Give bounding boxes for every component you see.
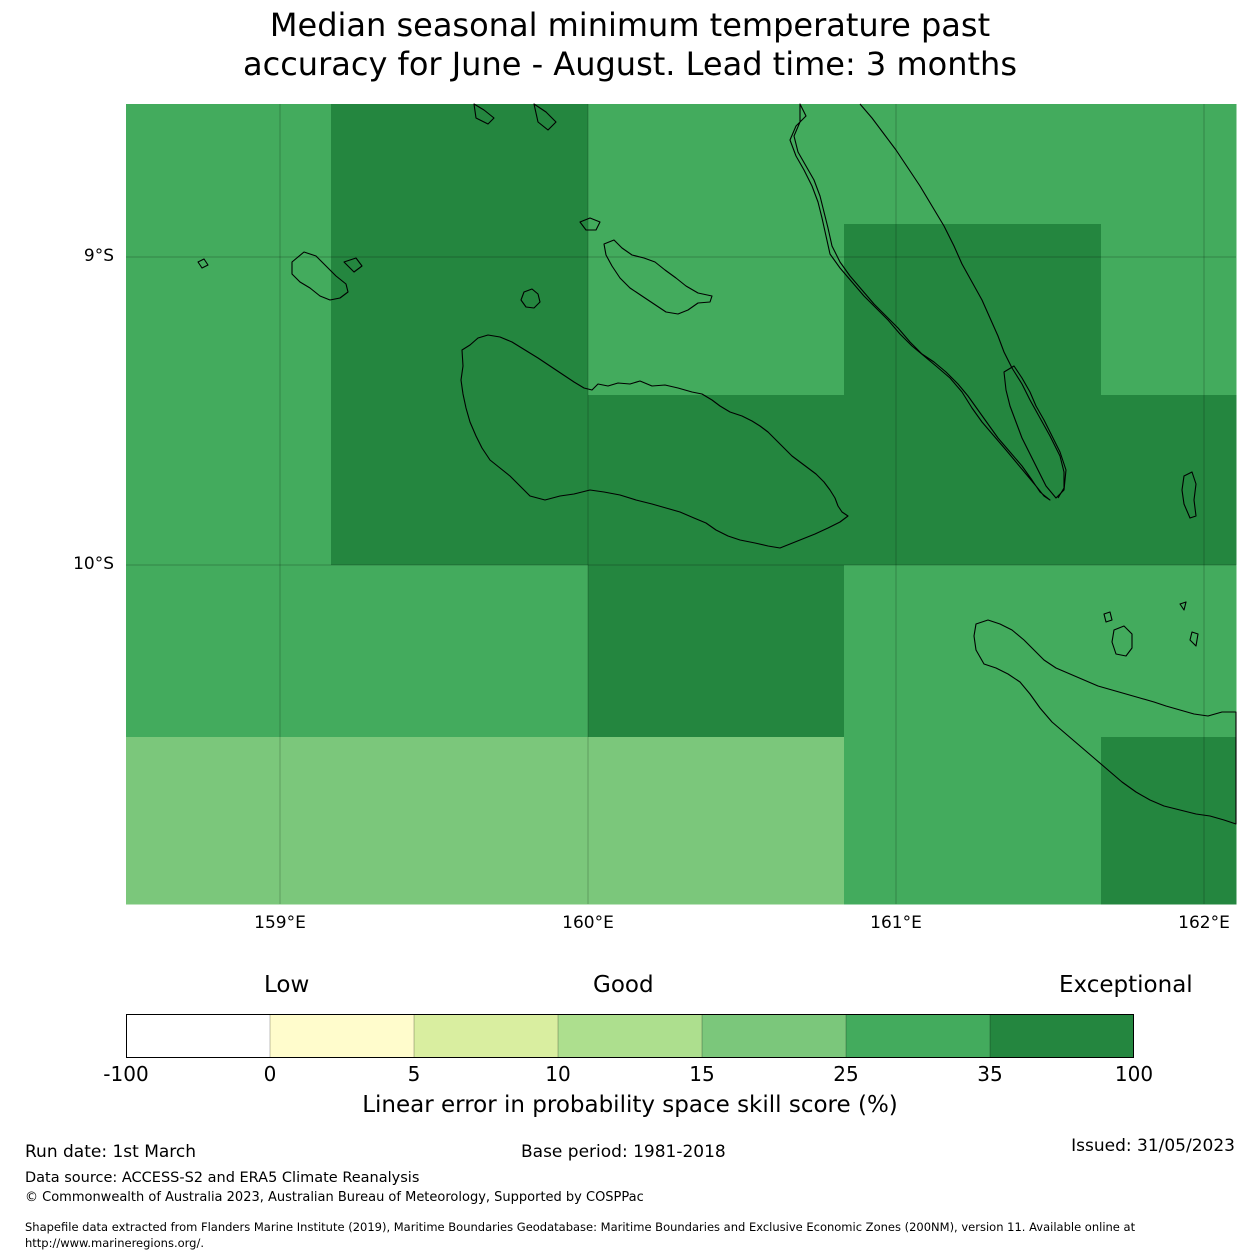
data-source: Data source: ACCESS-S2 and ERA5 Climate … [25, 1170, 420, 1186]
coastline-ugi-island [1111, 625, 1133, 657]
lat-tick-label: 10°S [73, 554, 114, 574]
skill-cell [844, 565, 1102, 738]
coastline-russell-islands [291, 251, 349, 301]
skill-cell [126, 224, 332, 396]
chart-title: Median seasonal minimum temperature past… [0, 6, 1260, 84]
skill-cell [126, 395, 332, 566]
lon-tick-label: 162°E [1178, 913, 1230, 933]
colorbar-border [126, 1014, 1134, 1058]
skill-cell [1101, 224, 1237, 396]
colorbar-swatch [414, 1014, 558, 1058]
coastlines [197, 103, 1237, 825]
lat-tick-label: 9°S [83, 246, 114, 266]
map-panel [126, 103, 1237, 905]
colorbar-tick: 0 [263, 1062, 277, 1086]
skill-cell [588, 737, 845, 905]
coastline-savo-island [520, 288, 541, 309]
coastline-russell-islet-b [197, 258, 209, 269]
skill-cell [126, 104, 332, 225]
skill-cell [588, 104, 845, 225]
base-period: Base period: 1981-2018 [521, 1142, 726, 1162]
skill-cell [1101, 737, 1237, 905]
colorbar-swatch [270, 1014, 414, 1058]
coastline-ngella-north [473, 103, 495, 125]
lon-tick-label: 159°E [254, 913, 306, 933]
colorbar-tick: 100 [1114, 1062, 1154, 1086]
issued-date: Issued: 31/05/2023 [1071, 1136, 1235, 1156]
coastline-makira [973, 619, 1237, 825]
skill-cell [126, 565, 332, 738]
skill-cell [331, 565, 589, 738]
shapefile-credit-line-1: Shapefile data extracted from Flanders M… [25, 1220, 1136, 1234]
colorbar-tick: 35 [977, 1062, 1003, 1086]
colorbar-swatch [846, 1014, 990, 1058]
skill-cell [331, 395, 589, 566]
skill-cell [331, 104, 589, 225]
shapefile-credit-line-2: http://www.marineregions.org/. [25, 1236, 204, 1250]
colorbar-swatch [558, 1014, 702, 1058]
skill-grid [126, 104, 1237, 905]
colorbar-category-low: Low [264, 972, 310, 998]
colorbar-swatch [990, 1014, 1134, 1058]
colorbar-category-good: Good [593, 972, 654, 998]
coastline-malaita-islet [1181, 471, 1197, 519]
coastline-makira-islet-b [1179, 601, 1187, 611]
colorbar-tick: 25 [833, 1062, 859, 1086]
chart-title-line-1: Median seasonal minimum temperature past [269, 6, 991, 44]
skill-cell [331, 224, 589, 396]
lon-tick-label: 161°E [870, 913, 922, 933]
colorbar-swatch [702, 1014, 846, 1058]
colorbar-tick: 5 [407, 1062, 421, 1086]
coastline-ngella-north-2 [533, 103, 557, 131]
run-date: Run date: 1st March [25, 1142, 197, 1162]
colorbar-tick: -100 [103, 1062, 149, 1086]
colorbar-tick: 15 [689, 1062, 715, 1086]
colorbar [126, 1014, 1134, 1058]
skill-cell [331, 737, 589, 905]
graticule [126, 104, 1236, 904]
skill-cell [588, 224, 845, 396]
skill-cell [1101, 395, 1237, 566]
coastline-florida-islands [603, 239, 713, 315]
colorbar-category-exceptional: Exceptional [1059, 972, 1193, 998]
colorbar-label: Linear error in probability space skill … [362, 1092, 898, 1118]
coastline-guadalcanal [460, 334, 849, 549]
coastline-russell-islet-a [343, 257, 363, 273]
skill-cell [588, 565, 845, 738]
skill-cell [844, 104, 1102, 225]
skill-cell [126, 737, 332, 905]
skill-cell [844, 224, 1102, 396]
colorbar-tick: 10 [545, 1062, 571, 1086]
chart-title-line-2: accuracy for June - August. Lead time: 3… [243, 45, 1017, 83]
coastline-malaita-east [859, 103, 1065, 499]
coastline-maramasike [1003, 365, 1067, 499]
skill-cell [844, 395, 1102, 566]
skill-cell [1101, 104, 1237, 225]
coastline-makira-islet-c [1189, 631, 1199, 647]
coastline-malaita [789, 103, 1051, 501]
skill-cell [844, 737, 1102, 905]
coastline-florida-islet [579, 217, 601, 231]
skill-cell [588, 395, 845, 566]
copyright-notice: © Commonwealth of Australia 2023, Austra… [25, 1190, 644, 1205]
lon-tick-label: 160°E [562, 913, 614, 933]
coastline-makira-islet-a [1103, 611, 1113, 623]
skill-cell [1101, 565, 1237, 738]
colorbar-swatch [126, 1014, 270, 1058]
